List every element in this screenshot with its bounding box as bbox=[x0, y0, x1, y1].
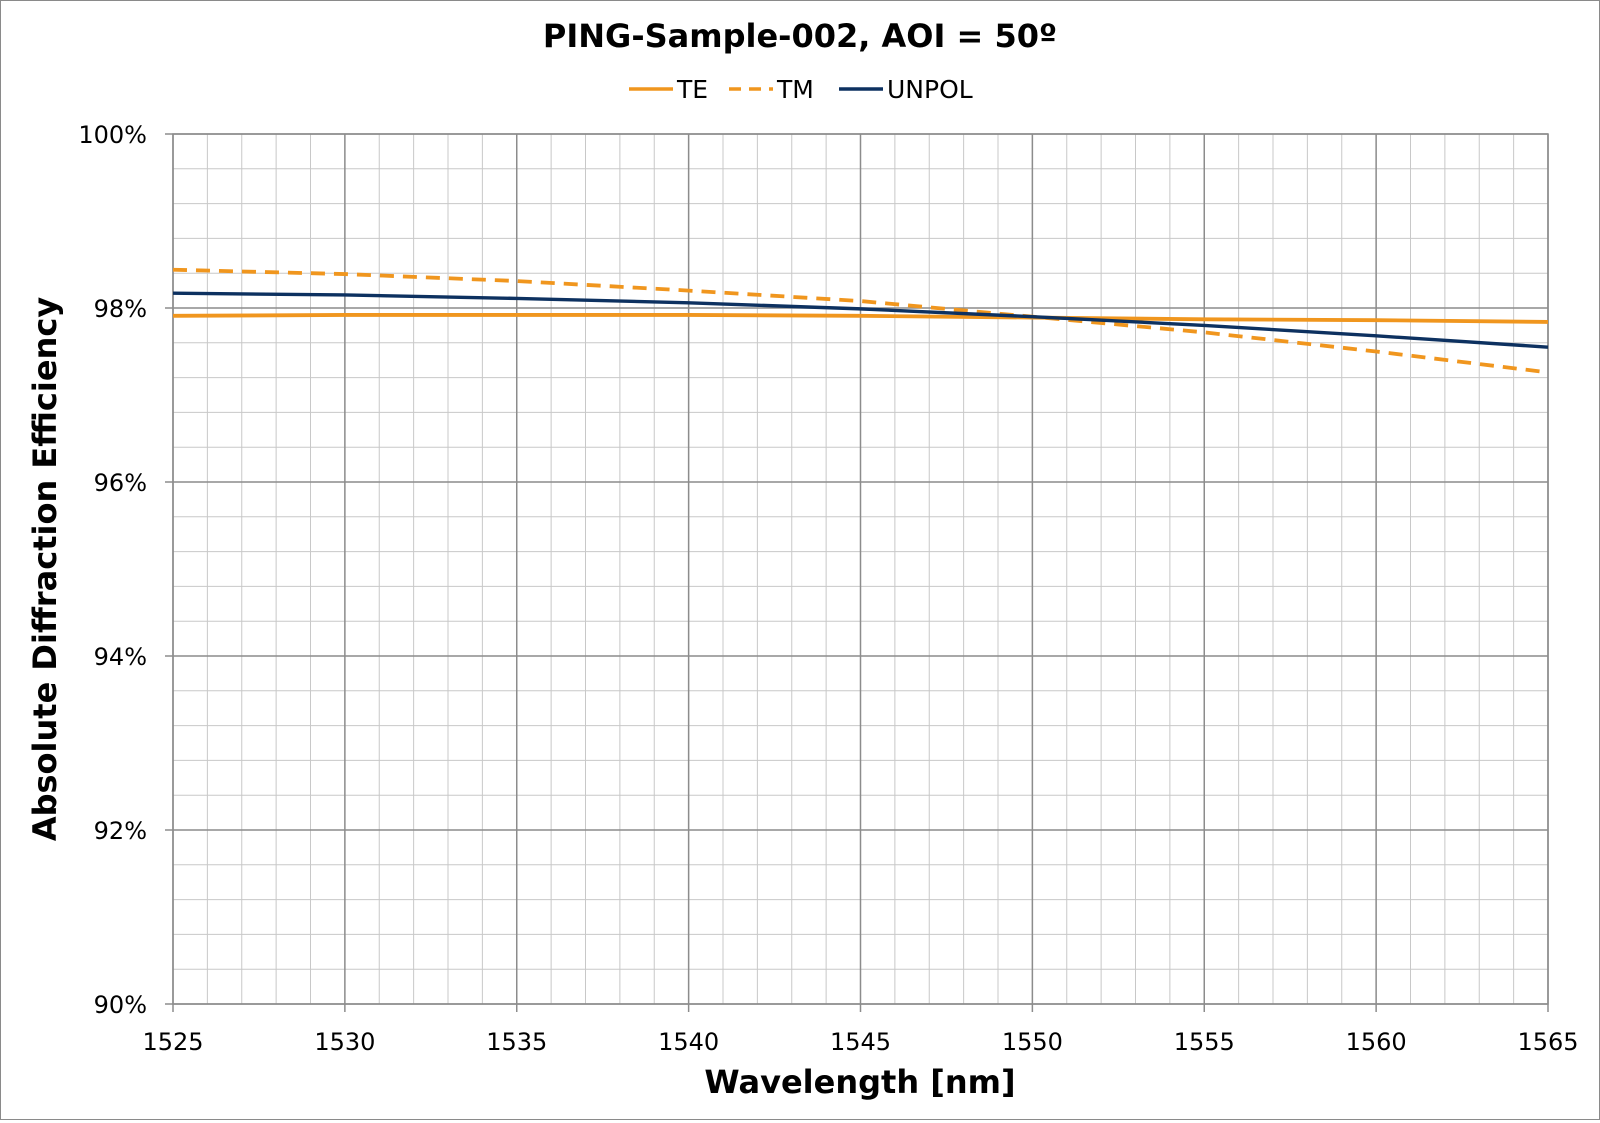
y-tick-label: 100% bbox=[78, 121, 147, 149]
legend: TE TM UNPOL bbox=[629, 75, 973, 104]
chart-title: PING-Sample-002, AOI = 50º bbox=[543, 17, 1057, 55]
x-tick-label: 1535 bbox=[486, 1028, 547, 1056]
legend-item-te: TE bbox=[629, 75, 708, 104]
series-line-te bbox=[172, 313, 1549, 324]
y-axis-label: Absolute Diffraction Efficiency bbox=[26, 297, 64, 842]
y-tick-label: 92% bbox=[94, 817, 147, 845]
y-tick-label: 94% bbox=[94, 643, 147, 671]
x-tick-label: 1545 bbox=[830, 1028, 891, 1056]
series-lines bbox=[172, 267, 1549, 375]
legend-label-tm: TM bbox=[776, 75, 814, 104]
x-tick-label: 1540 bbox=[658, 1028, 719, 1056]
y-tick-label: 96% bbox=[94, 469, 147, 497]
legend-label-unpol: UNPOL bbox=[887, 75, 973, 104]
plot-grid bbox=[172, 133, 1549, 1005]
y-tick-label: 98% bbox=[94, 295, 147, 323]
x-axis-label: Wavelength [nm] bbox=[704, 1063, 1015, 1101]
legend-label-te: TE bbox=[676, 75, 708, 104]
x-tick-label: 1530 bbox=[314, 1028, 375, 1056]
y-axis-ticks: 90% 92% 94% 96% 98% 100% bbox=[78, 121, 173, 1019]
x-tick-label: 1555 bbox=[1174, 1028, 1235, 1056]
x-tick-label: 1565 bbox=[1517, 1028, 1578, 1056]
legend-item-tm: TM bbox=[729, 75, 814, 104]
x-tick-label: 1525 bbox=[142, 1028, 203, 1056]
legend-item-unpol: UNPOL bbox=[839, 75, 973, 104]
x-axis-ticks: 1525 1530 1535 1540 1545 1550 1555 1560 1565 bbox=[142, 1004, 1579, 1056]
y-tick-label: 90% bbox=[94, 991, 147, 1019]
x-tick-label: 1560 bbox=[1346, 1028, 1407, 1056]
series-line-unpol bbox=[172, 291, 1549, 349]
x-tick-label: 1550 bbox=[1002, 1028, 1063, 1056]
